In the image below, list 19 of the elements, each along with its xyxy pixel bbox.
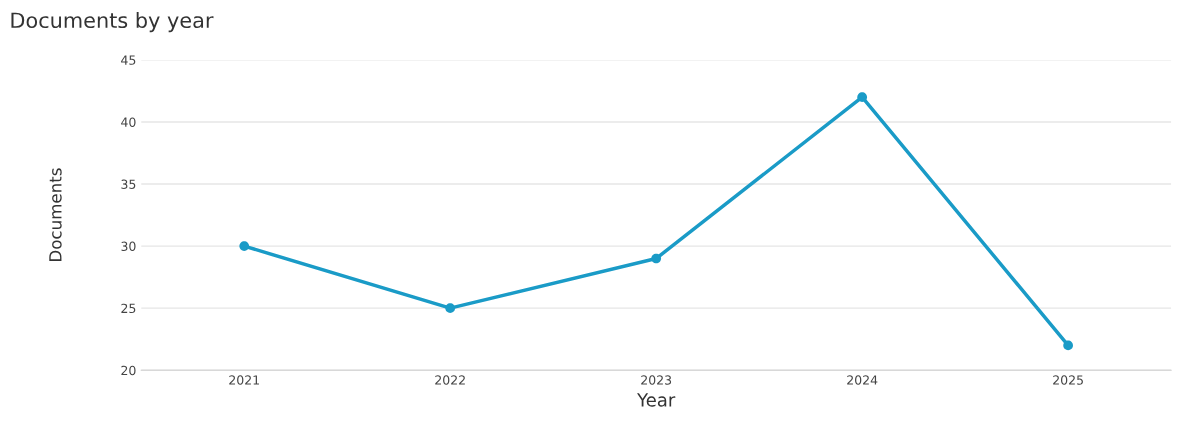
y-tick-label: 30 [121, 241, 136, 252]
y-axis-title: Documents [49, 168, 62, 261]
x-tick-label: 2024 [847, 375, 878, 385]
y-tick-label: 35 [121, 179, 136, 189]
y-tick-label: 40 [121, 117, 136, 127]
point [1063, 340, 1073, 351]
chart-title: Documents by year [11, 11, 214, 33]
x-tick-label: 2021 [229, 375, 259, 385]
x-tick-label: 2022 [435, 375, 465, 385]
point [651, 253, 662, 264]
point [445, 303, 456, 314]
point [857, 92, 868, 103]
x-tick-label: 2023 [641, 375, 672, 385]
point [239, 241, 250, 251]
x-tick-label: 2025 [1053, 375, 1083, 385]
y-tick-label: 25 [121, 303, 136, 314]
y-tick-label: 20 [121, 365, 136, 376]
y-tick-label: 45 [121, 55, 136, 65]
x-axis-title: Year [637, 393, 676, 407]
